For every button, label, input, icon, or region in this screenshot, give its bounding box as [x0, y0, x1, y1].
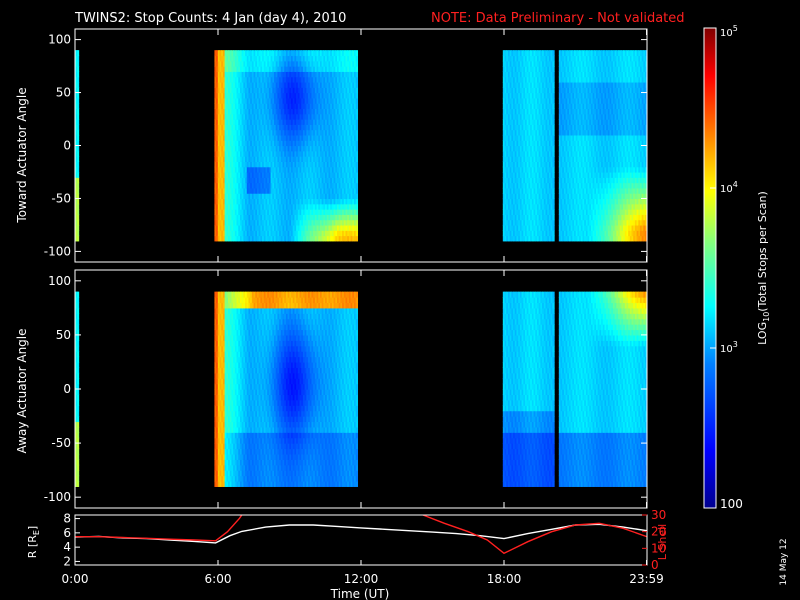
colorbar-tick-label: 104	[720, 180, 738, 195]
figure-title: TWINS2: Stop Counts: 4 Jan (day 4), 2010	[74, 11, 346, 26]
data-block	[502, 291, 555, 487]
y-tick-label: -50	[51, 436, 71, 450]
colorbar-ticks: 105 104 103 100	[710, 24, 743, 511]
data-block	[502, 50, 555, 242]
time-tick-label: 18:00	[487, 572, 522, 586]
colorbar	[703, 27, 717, 509]
data-block	[214, 291, 359, 487]
orbit-right-tick: 30	[651, 508, 666, 522]
orbit-right-tick: 0	[651, 558, 659, 572]
lshell-line	[422, 515, 647, 555]
time-tick-label: 23:59	[629, 572, 664, 586]
y-tick-label: 50	[56, 328, 71, 342]
time-tick-label: 0:00	[62, 572, 89, 586]
preliminary-note: NOTE: Data Preliminary - Not validated	[431, 11, 685, 26]
data-block	[558, 291, 648, 487]
y-tick-label: 50	[56, 86, 71, 100]
y-tick-label: 0	[63, 139, 71, 153]
data-block	[558, 50, 648, 242]
y-tick-label: 100	[48, 274, 71, 288]
y-tick-label: -50	[51, 191, 71, 205]
y-tick-label: -100	[44, 490, 71, 504]
orbit-left-ylabel: R [RE]	[26, 526, 41, 558]
toward-ylabel: Toward Actuator Angle	[15, 87, 29, 223]
colorbar-tick-label: 105	[720, 24, 738, 39]
orbit-right-tick: 20	[651, 525, 666, 539]
colorbar-tick-label: 100	[720, 497, 743, 511]
orbit-left-tick: 6	[63, 526, 71, 540]
y-tick-label: 100	[48, 33, 71, 47]
away-angle-panel: 100 50 0 -50 -100	[44, 269, 648, 509]
orbit-right-tick: 10	[651, 541, 666, 555]
data-block	[214, 50, 359, 242]
data-block	[75, 50, 80, 242]
time-xlabel: Time (UT)	[330, 587, 390, 600]
y-tick-label: 0	[63, 382, 71, 396]
orbit-left-tick: 8	[63, 512, 71, 526]
toward-angle-panel: 100 50 0 -50 -100	[44, 28, 648, 263]
side-date-label: 14 May 12	[779, 538, 789, 585]
time-tick-label: 6:00	[205, 572, 232, 586]
colorbar-label: LOG10(Total Stops per Scan)	[756, 191, 771, 345]
colorbar-tick-label: 103	[720, 340, 738, 355]
y-tick-label: -100	[44, 244, 71, 258]
orbit-left-tick: 2	[63, 554, 71, 568]
radius-line	[75, 523, 647, 544]
data-block	[75, 291, 80, 487]
away-ylabel: Away Actuator Angle	[15, 328, 29, 453]
orbit-right-ylabel: L Shell	[656, 524, 669, 560]
lshell-line	[75, 515, 243, 542]
time-tick-label: 12:00	[344, 572, 379, 586]
orbit-left-tick: 4	[63, 540, 71, 554]
time-tick-labels: 0:00 6:00 12:00 18:00 23:59	[62, 572, 664, 586]
